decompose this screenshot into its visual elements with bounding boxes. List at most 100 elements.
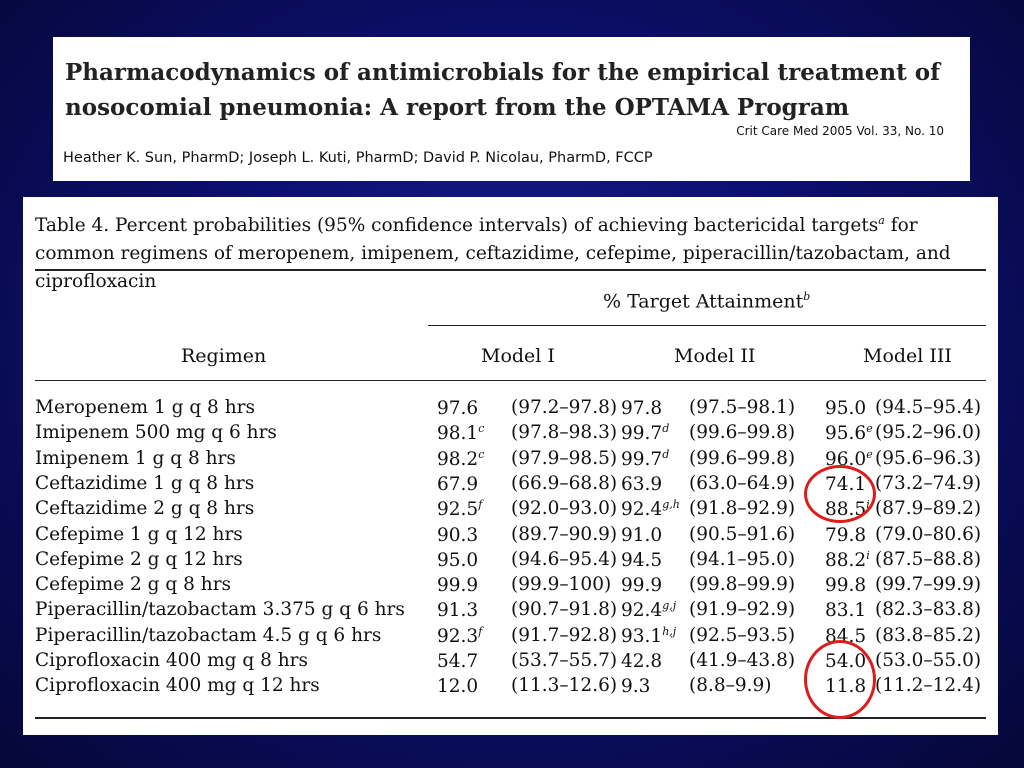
- journal-citation: Crit Care Med 2005 Vol. 33, No. 10: [736, 124, 944, 138]
- table-cell-model-1-value: 97.6: [437, 398, 479, 420]
- target-attainment-header: % Target Attainmentb: [603, 290, 811, 313]
- table-cell-model-2-value: 97.8: [621, 398, 663, 420]
- footnote-marker: d: [662, 447, 670, 461]
- footnote-marker: g,h: [662, 498, 680, 512]
- table-cell-model-3-ci: (87.9–89.2): [875, 498, 982, 520]
- table-row: Imipenem 500 mg q 6 hrs 98.1c (97.8–98.3) 9…: [23, 422, 998, 447]
- table-cell-model-2-value: 99.7d: [621, 447, 670, 470]
- paper-title: Pharmacodynamics of antimicrobials for t…: [65, 59, 941, 121]
- table-cell-model-1-value: 98.2c: [437, 447, 485, 470]
- table-cell-regimen: Cefepime 1 g q 12 hrs: [35, 523, 243, 545]
- table-cell-model-3-value: 95.0: [825, 398, 867, 420]
- footnote-marker: g,j: [662, 599, 677, 613]
- table-cell-model-3-ci: (94.5–95.4): [875, 397, 982, 418]
- table-cell-model-2-ci: (99.6–99.8): [689, 447, 796, 469]
- table-cell-model-1-value: 92.3f: [437, 624, 483, 647]
- table-cell-model-1-ci: (66.9–68.8): [511, 472, 618, 494]
- table-cell-model-3-ci: (53.0–55.0): [875, 650, 982, 671]
- table-cell-model-3-value: 95.6e: [825, 422, 873, 445]
- table-cell-model-1-value: 91.3: [437, 600, 479, 622]
- table-cell-model-1-value: 99.9: [437, 575, 479, 597]
- table-cell-model-3-value: 79.8: [825, 524, 867, 546]
- highlight-circle-ceftazidime: [804, 465, 876, 523]
- table-cell-model-1-ci: (97.8–98.3): [511, 422, 618, 444]
- column-header-model-2: Model II: [674, 345, 756, 367]
- table-cell-regimen: Piperacillin/tazobactam 3.375 g q 6 hrs: [35, 599, 405, 621]
- table-row: Piperacillin/tazobactam 3.375 g q 6 hrs 9…: [23, 599, 998, 624]
- table-cell-model-1-ci: (91.7–92.8): [511, 624, 618, 646]
- table-cell-model-1-value: 54.7: [437, 651, 479, 673]
- table-cell-model-2-ci: (97.5–98.1): [689, 397, 796, 418]
- table-cell-model-1-ci: (94.6–95.4): [511, 548, 618, 570]
- footnote-marker: e: [866, 447, 873, 461]
- table-cell-regimen: Cefepime 2 g q 8 hrs: [35, 574, 232, 596]
- footnote-marker: e: [866, 422, 873, 436]
- table-cell-model-3-value: 99.8: [825, 575, 867, 597]
- table-cell-model-1-value: 95.0: [437, 549, 479, 571]
- table-cell-regimen: Ciprofloxacin 400 mg q 8 hrs: [35, 650, 308, 671]
- table-cell-model-3-ci: (87.5–88.8): [875, 548, 982, 570]
- table-cell-regimen: Imipenem 1 g q 8 hrs: [35, 447, 236, 469]
- table-cell-regimen: Piperacillin/tazobactam 4.5 g q 6 hrs: [35, 624, 382, 646]
- table-cell-model-2-value: 92.4g,h: [621, 498, 680, 521]
- table-cell-regimen: Ceftazidime 1 g q 8 hrs: [35, 472, 255, 494]
- column-header-model-3: Model III: [863, 345, 952, 367]
- paper-header-panel: Pharmacodynamics of antimicrobials for t…: [53, 37, 970, 181]
- author-list: Heather K. Sun, PharmD; Joseph L. Kuti, …: [63, 150, 653, 166]
- table-cell-model-1-value: 90.3: [437, 524, 479, 546]
- table-cell-model-3-value: 88.2i: [825, 548, 870, 571]
- table-cell-model-2-value: 94.5: [621, 549, 663, 571]
- table-bottom-rule: [35, 717, 986, 719]
- table-cell-model-2-ci: (99.6–99.8): [689, 422, 796, 444]
- table-cell-regimen: Cefepime 2 g q 12 hrs: [35, 548, 243, 570]
- table-cell-model-2-ci: (91.8–92.9): [689, 498, 796, 520]
- table-cell-model-3-ci: (11.2–12.4): [875, 675, 982, 697]
- footnote-marker: f: [478, 624, 483, 638]
- table-cell-model-1-ci: (11.3–12.6): [511, 675, 618, 697]
- highlight-circle-ciprofloxacin: [804, 640, 876, 719]
- footnote-marker: d: [662, 422, 670, 436]
- table-row: Cefepime 1 g q 12 hrs 90.3 (89.7–90.9) 91.0…: [23, 524, 998, 549]
- table-row: Cefepime 2 g q 12 hrs 95.0 (94.6–95.4) 94.5…: [23, 549, 998, 574]
- table-cell-model-1-value: 98.1c: [437, 422, 485, 445]
- table-cell-regimen: Ciprofloxacin 400 mg q 12 hrs: [35, 675, 320, 697]
- footnote-marker: f: [478, 498, 483, 512]
- table-cell-model-2-value: 92.4g,j: [621, 599, 677, 622]
- table-cell-model-2-ci: (91.9–92.9): [689, 599, 796, 621]
- table-cell-model-1-ci: (53.7–55.7): [511, 650, 618, 671]
- table-row: Cefepime 2 g q 8 hrs 99.9 (99.9–100) 99.9 (9…: [23, 574, 998, 599]
- table-cell-model-1-ci: (89.7–90.9): [511, 523, 618, 545]
- table-cell-regimen: Meropenem 1 g q 8 hrs: [35, 397, 255, 418]
- header-bottom-rule: [35, 380, 986, 381]
- table-cell-model-3-value: 83.1: [825, 600, 867, 622]
- table-cell-model-2-value: 63.9: [621, 474, 663, 496]
- footnote-marker: i: [866, 548, 870, 562]
- table-cell-model-3-ci: (79.0–80.6): [875, 523, 982, 545]
- table-cell-model-3-ci: (95.2–96.0): [875, 422, 982, 444]
- table-row: Meropenem 1 g q 8 hrs 97.6 (97.2–97.8) 97.8…: [23, 397, 998, 422]
- table-cell-model-2-ci: (99.8–99.9): [689, 574, 796, 596]
- table-cell-model-3-ci: (82.3–83.8): [875, 599, 982, 621]
- table-cell-model-1-value: 12.0: [437, 676, 479, 698]
- table-cell-regimen: Ceftazidime 2 g q 8 hrs: [35, 498, 255, 520]
- table-cell-model-2-value: 93.1h,j: [621, 624, 677, 647]
- table-cell-model-1-ci: (99.9–100): [511, 574, 612, 596]
- table-cell-model-3-ci: (73.2–74.9): [875, 472, 982, 494]
- table-row: Piperacillin/tazobactam 4.5 g q 6 hrs 92.…: [23, 625, 998, 650]
- table-row: Ciprofloxacin 400 mg q 12 hrs 12.0 (11.3–1…: [23, 675, 998, 700]
- column-header-model-1: Model I: [481, 345, 555, 367]
- table-cell-model-3-ci: (99.7–99.9): [875, 574, 982, 596]
- table-cell-model-1-ci: (97.9–98.5): [511, 447, 618, 469]
- table-top-rule: [35, 269, 986, 271]
- table-cell-regimen: Imipenem 500 mg q 6 hrs: [35, 422, 277, 444]
- table-panel: Table 4. Percent probabilities (95% conf…: [23, 197, 998, 735]
- table-cell-model-2-ci: (92.5–93.5): [689, 624, 796, 646]
- table-cell-model-2-ci: (94.1–95.0): [689, 548, 796, 570]
- table-cell-model-2-ci: (41.9–43.8): [689, 650, 796, 671]
- footnote-marker: c: [478, 422, 485, 436]
- table-cell-model-2-ci: (8.8–9.9): [689, 675, 772, 697]
- table-cell-model-1-value: 92.5f: [437, 498, 483, 521]
- spanner-rule: [428, 325, 986, 326]
- table-cell-model-2-ci: (90.5–91.6): [689, 523, 796, 545]
- table-cell-model-1-ci: (92.0–93.0): [511, 498, 618, 520]
